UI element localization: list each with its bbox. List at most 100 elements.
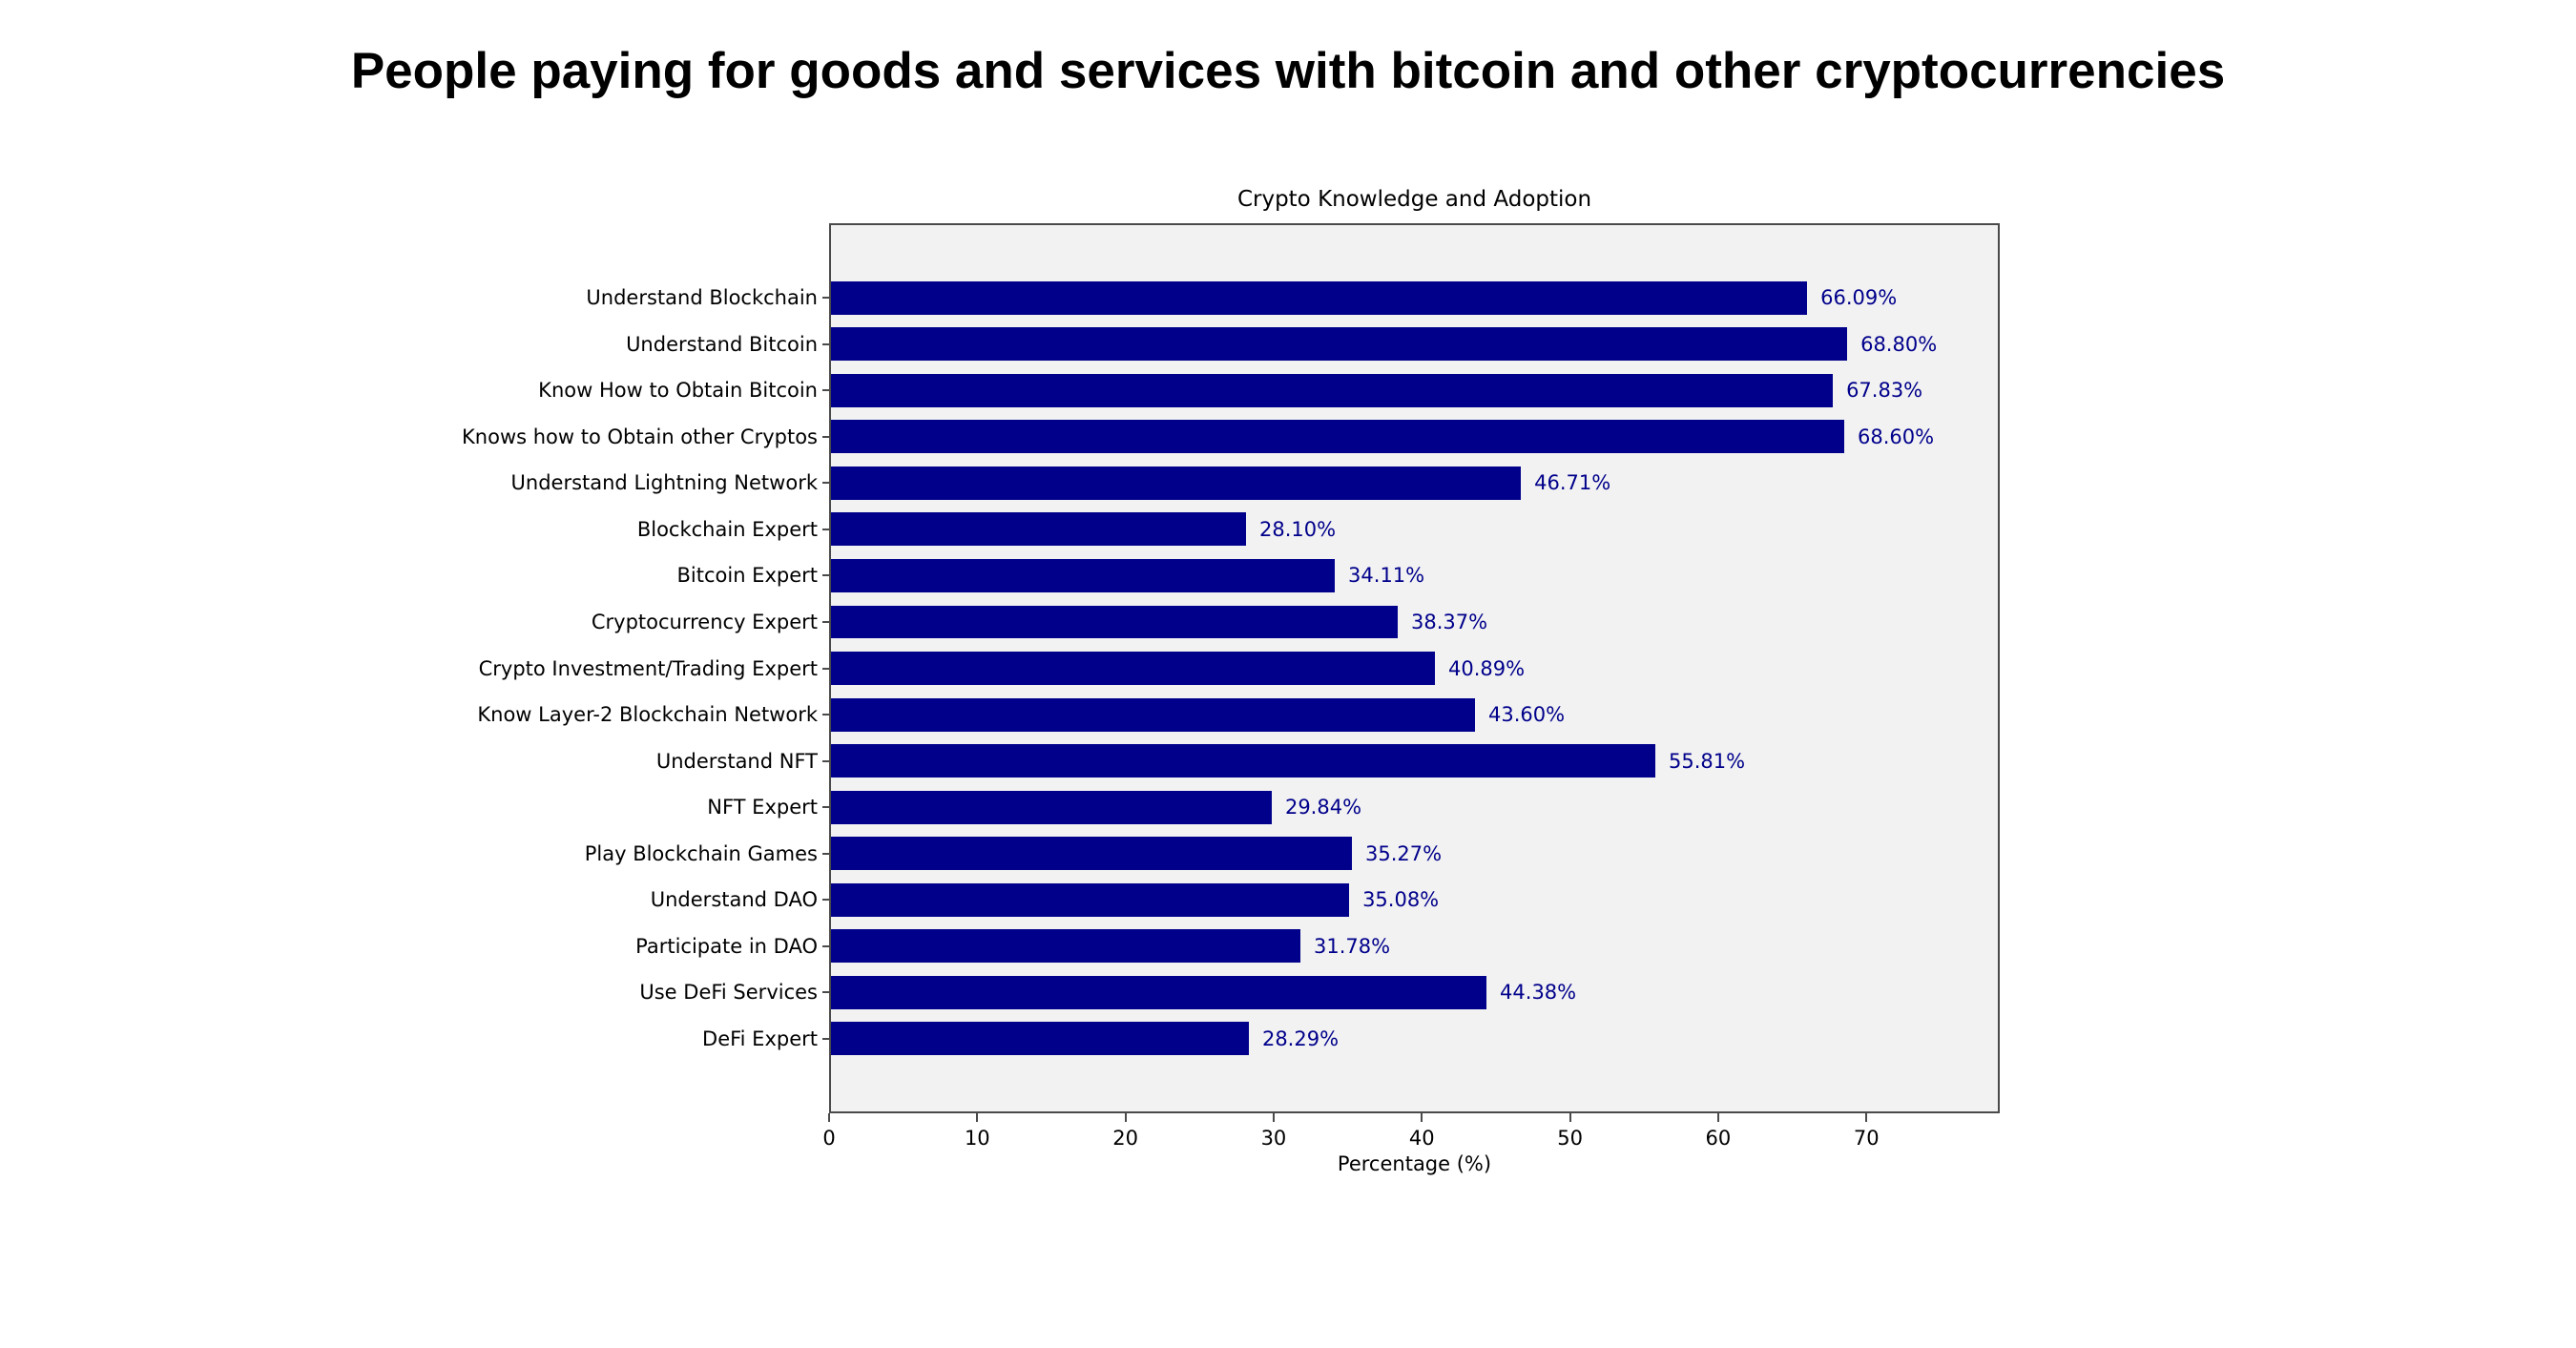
y-tick-mark xyxy=(822,389,831,392)
x-axis-tick-label: 50 xyxy=(1557,1127,1583,1150)
bar-row: Bitcoin Expert 34.11% xyxy=(676,552,1998,599)
x-axis-tick-label: 40 xyxy=(1408,1127,1435,1150)
bar xyxy=(831,1022,1249,1056)
bar-row: Understand DAO 35.08% xyxy=(651,877,1998,923)
y-tick-mark xyxy=(822,899,831,902)
bar-row: Knows how to Obtain other Cryptos 68.60% xyxy=(462,414,1998,461)
y-tick-mark xyxy=(822,528,831,530)
bar xyxy=(831,280,1808,315)
x-axis-tick-label: 10 xyxy=(964,1127,990,1150)
bar-row: Understand Blockchain 66.09% xyxy=(586,275,1998,321)
y-axis-label: DeFi Expert xyxy=(702,1027,818,1050)
bar-row: Play Blockchain Games 35.27% xyxy=(585,830,1998,877)
bar-value-label: 35.27% xyxy=(1365,841,1443,865)
bar xyxy=(831,466,1522,500)
x-tick-mark xyxy=(1568,1113,1571,1122)
y-tick-mark xyxy=(822,482,831,485)
bar-value-label: 44.38% xyxy=(1500,981,1577,1005)
bar-value-label: 46.71% xyxy=(1534,471,1611,495)
y-axis-label: Understand Blockchain xyxy=(586,286,818,310)
bar-value-label: 43.60% xyxy=(1487,703,1566,727)
x-tick-mark xyxy=(1272,1113,1275,1122)
y-tick-mark xyxy=(822,297,831,300)
bar-value-label: 35.08% xyxy=(1362,888,1440,912)
bar-value-label: 28.10% xyxy=(1259,517,1337,541)
bar xyxy=(831,605,1398,639)
y-axis-label: Bitcoin Expert xyxy=(676,564,818,588)
y-tick-mark xyxy=(822,944,831,947)
bar-value-label: 68.80% xyxy=(1860,332,1938,356)
y-axis-label: Play Blockchain Games xyxy=(584,841,818,865)
x-axis-tick-label: 30 xyxy=(1260,1127,1287,1150)
y-axis-label: Understand Bitcoin xyxy=(626,332,818,356)
x-axis-label: Percentage (%) xyxy=(1337,1152,1492,1175)
bar-value-label: 68.60% xyxy=(1857,425,1935,448)
bar xyxy=(831,652,1436,685)
y-axis-label: Understand DAO xyxy=(650,888,818,912)
page-title: People paying for goods and services wit… xyxy=(350,43,2226,99)
x-tick-mark xyxy=(1865,1113,1868,1122)
bar-row: Understand Bitcoin 68.80% xyxy=(626,321,1998,368)
bar xyxy=(831,837,1352,871)
bar-row: Crypto Investment/Trading Expert 40.89% xyxy=(479,645,1998,692)
x-tick-mark xyxy=(976,1113,979,1122)
x-axis-tick-label: 70 xyxy=(1853,1127,1880,1150)
y-axis-label: Know How to Obtain Bitcoin xyxy=(538,379,818,403)
y-axis-label: Knows how to Obtain other Cryptos xyxy=(462,425,818,448)
bar-row: Participate in DAO 31.78% xyxy=(635,923,1998,969)
bar-row: Use DeFi Services 44.38% xyxy=(639,969,1998,1016)
plot-area: Understand Blockchain 66.09% Understand Bi… xyxy=(462,223,2000,1113)
y-tick-mark xyxy=(822,806,831,809)
x-axis-tick-label: 0 xyxy=(822,1127,836,1150)
bar-value-label: 67.83% xyxy=(1846,379,1923,403)
x-tick-mark xyxy=(1421,1113,1423,1122)
y-tick-mark xyxy=(822,714,831,716)
bar-row: NFT Expert 29.84% xyxy=(707,784,1998,831)
y-tick-mark xyxy=(822,667,831,670)
bar xyxy=(831,744,1655,778)
x-axis-tick-label: 60 xyxy=(1705,1127,1732,1150)
y-axis-label: Know Layer-2 Blockchain Network xyxy=(477,703,818,727)
x-tick-mark xyxy=(1716,1113,1719,1122)
bar-row: Understand Lightning Network 46.71% xyxy=(511,460,1998,507)
y-tick-mark xyxy=(822,1037,831,1040)
bar-value-label: 28.29% xyxy=(1261,1027,1340,1050)
bar-row: Blockchain Expert 28.10% xyxy=(637,507,1998,553)
bar xyxy=(831,327,1848,362)
bar-row: Know Layer-2 Blockchain Network 43.60% xyxy=(477,692,1998,738)
bar xyxy=(831,697,1475,732)
y-axis-label: Understand Lightning Network xyxy=(510,471,818,495)
y-axis-label: Crypto Investment/Trading Expert xyxy=(478,656,818,680)
y-tick-mark xyxy=(822,759,831,762)
bar xyxy=(831,512,1247,547)
bar-value-label: 34.11% xyxy=(1348,564,1425,588)
y-axis-label: NFT Expert xyxy=(707,796,818,819)
chart-title: Crypto Knowledge and Adoption xyxy=(1236,187,1592,212)
bar xyxy=(831,882,1350,917)
bar xyxy=(831,373,1834,407)
bar xyxy=(831,929,1300,964)
bar-value-label: 40.89% xyxy=(1448,656,1526,680)
bar-value-label: 31.78% xyxy=(1313,934,1391,958)
bar xyxy=(831,790,1272,824)
y-tick-mark xyxy=(822,991,831,994)
y-axis-label: Participate in DAO xyxy=(635,934,818,958)
bar xyxy=(831,558,1336,592)
y-tick-mark xyxy=(822,342,831,345)
y-tick-mark xyxy=(822,435,831,438)
bar xyxy=(831,420,1844,454)
bar-value-label: 66.09% xyxy=(1820,286,1898,310)
bar-row: Know How to Obtain Bitcoin 67.83% xyxy=(538,367,1998,414)
x-tick-mark xyxy=(828,1113,830,1122)
x-axis-tick-label: 20 xyxy=(1112,1127,1138,1150)
y-axis-label: Use DeFi Services xyxy=(639,981,818,1005)
bar-value-label: 29.84% xyxy=(1284,796,1362,819)
bar-row: Understand NFT 55.81% xyxy=(656,737,1998,784)
x-axis: 0 10 20 30 40 50 60 70 xyxy=(822,1113,2000,1171)
y-axis-label: Cryptocurrency Expert xyxy=(591,610,818,633)
bar-value-label: 38.37% xyxy=(1411,610,1488,633)
y-tick-mark xyxy=(822,574,831,577)
bar-rows: Understand Blockchain 66.09% Understand Bi… xyxy=(462,225,1998,1111)
bar xyxy=(831,975,1487,1009)
